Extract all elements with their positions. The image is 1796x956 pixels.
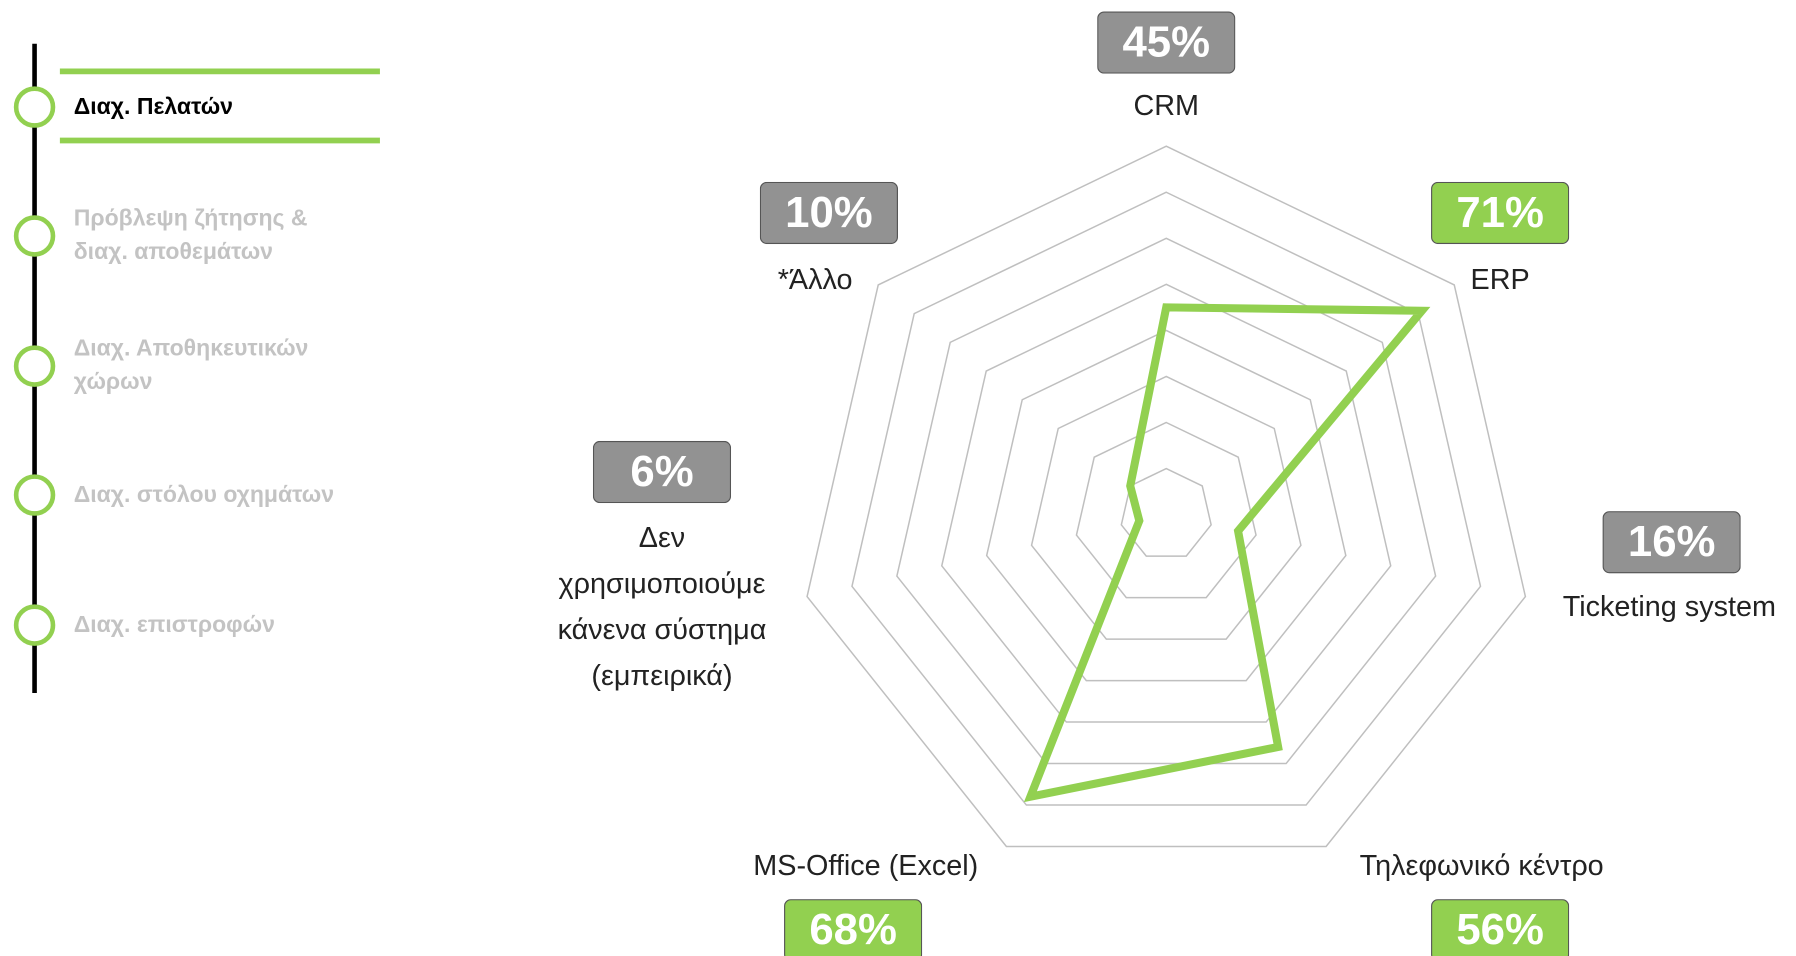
step-label-wrap: Διαχ. Πελατών xyxy=(73,93,233,120)
grid-ring xyxy=(1030,375,1302,640)
value-label: 16% xyxy=(1602,511,1741,574)
step-dot xyxy=(13,215,56,257)
axis-label: Ticketing system xyxy=(1562,590,1776,623)
value-label-wrap: 6% xyxy=(592,440,732,504)
axis-label-wrap: CRM xyxy=(1133,89,1200,123)
grid-ring xyxy=(985,329,1347,682)
axis-label-wrap: ERP xyxy=(1470,263,1530,296)
axis-label-wrap: Δεν χρησιμοποιούμε κάνενα σύστημα (εμπει… xyxy=(557,521,767,692)
value-label-wrap: 16% xyxy=(1602,511,1741,574)
value-label: 71% xyxy=(1431,181,1570,245)
step-label-wrap: Πρόβλεψη ζήτησης & διαχ. αποθεμάτων xyxy=(73,206,308,265)
axis-label-wrap: *Άλλο xyxy=(777,263,853,296)
grid-ring xyxy=(806,145,1527,848)
step-label: Πρόβλεψη ζήτησης & διαχ. αποθεμάτων xyxy=(73,206,308,265)
value-label: 45% xyxy=(1097,11,1236,74)
axis-label: Δεν χρησιμοποιούμε κάνενα σύστημα (εμπει… xyxy=(557,521,767,692)
value-label: 10% xyxy=(759,181,898,245)
axis-label-wrap: MS-Office (Excel) xyxy=(753,849,979,882)
grid-ring xyxy=(851,191,1482,806)
value-label-wrap: 10% xyxy=(759,181,898,245)
axis-label: MS-Office (Excel) xyxy=(753,849,979,882)
step-label-wrap: Διαχ. επιστροφών xyxy=(73,611,275,638)
step-dot xyxy=(13,474,56,516)
grid-ring xyxy=(896,237,1437,765)
step-label-wrap: Διαχ. στόλου οχημάτων xyxy=(73,481,335,508)
step-label: Διαχ. στόλου οχημάτων xyxy=(73,481,335,508)
value-label-wrap: 71% xyxy=(1431,181,1570,245)
axis-label: *Άλλο xyxy=(777,263,853,296)
value-label-wrap: 56% xyxy=(1431,899,1570,956)
axis-label: CRM xyxy=(1133,89,1200,123)
value-label: 68% xyxy=(784,899,923,956)
step-label: Διαχ. Πελατών xyxy=(73,93,233,120)
step-label: Διαχ. Αποθηκευτικών χώρων xyxy=(73,336,309,395)
axis-label-wrap: Τηλεφωνικό κέντρο xyxy=(1359,849,1604,882)
value-label-wrap: 45% xyxy=(1097,11,1236,74)
step-dot xyxy=(13,345,56,387)
step-dot xyxy=(13,86,56,128)
value-label: 6% xyxy=(592,440,732,504)
data-line xyxy=(1023,303,1431,803)
axis-label-wrap: Ticketing system xyxy=(1562,590,1776,623)
step-label: Διαχ. επιστροφών xyxy=(73,611,275,638)
axis-label: ERP xyxy=(1470,263,1530,296)
axis-label: Τηλεφωνικό κέντρο xyxy=(1359,849,1604,882)
step-dot xyxy=(13,604,56,646)
grid-ring xyxy=(1075,421,1257,599)
value-label: 56% xyxy=(1431,899,1570,956)
step-label-wrap: Διαχ. Αποθηκευτικών χώρων xyxy=(73,336,309,395)
value-label-wrap: 68% xyxy=(784,899,923,956)
grid-ring xyxy=(940,283,1392,723)
